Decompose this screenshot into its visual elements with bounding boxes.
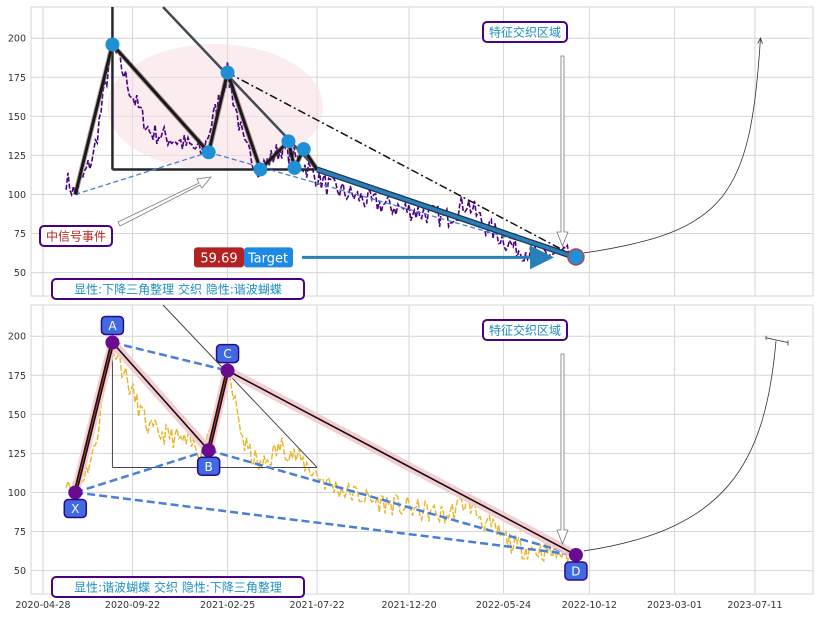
- butterfly-leg-accent: [74, 342, 113, 493]
- x-tick-label: 2022-05-24: [476, 600, 531, 611]
- event-annotation-text: 中信号事件: [46, 229, 106, 244]
- zone-down-arrow-bottom: [556, 353, 569, 546]
- zone-annotation: 特征交织区域: [482, 21, 568, 43]
- point-label-text: D: [571, 564, 580, 578]
- projection-bracket: [765, 335, 789, 346]
- point-d-label: D: [564, 561, 588, 581]
- x-tick-label: 2023-07-11: [727, 600, 782, 611]
- butterfly-leg: [111, 341, 210, 451]
- event-annotation-box: [39, 225, 113, 247]
- point-label-box: [215, 343, 240, 364]
- pattern-node: [105, 37, 120, 52]
- zone-annotation-bottom-text: 特征交织区域: [489, 323, 561, 338]
- trend-arrow-line: [316, 167, 571, 258]
- zone-annotation-bottom: 特征交织区域: [482, 319, 568, 341]
- top-y-tick-label: 125: [8, 151, 26, 162]
- summary-annotation-text: 显性:下降三角整理 交织 隐性:谐波蝴蝶: [74, 282, 282, 297]
- point-label-box: [63, 498, 88, 519]
- pattern-node: [201, 145, 216, 160]
- butterfly-leg: [227, 369, 577, 556]
- point-b-label: B: [196, 456, 221, 477]
- summary-annotation-box: [51, 278, 305, 300]
- point-label-box: [564, 561, 588, 581]
- zone-annotation-box: [482, 21, 568, 43]
- pattern-node: [296, 142, 311, 157]
- top-y-tick-label: 50: [14, 268, 26, 279]
- summary-annotation-bottom: 显性:谐波蝴蝶 交织 隐性:下降三角整理: [51, 576, 305, 598]
- bottom-y-tick-label: 150: [8, 410, 26, 421]
- event-arrow: [117, 176, 212, 227]
- top-y-tick-label: 175: [8, 73, 26, 84]
- pattern-node: [567, 248, 585, 266]
- pattern-node: [253, 162, 268, 177]
- bottom-plot-frame: [30, 304, 814, 595]
- top-y-tick-label: 200: [8, 34, 26, 45]
- pattern-node: [281, 134, 296, 149]
- summary-annotation-bottom-box: [51, 576, 305, 598]
- x-tick-label: 2020-09-22: [105, 600, 160, 611]
- triangle-upper-line-bottom: [162, 304, 318, 468]
- x-tick-label: 2023-03-01: [647, 600, 702, 611]
- target-name-box: [244, 247, 293, 268]
- butterfly-leg-accent: [208, 370, 229, 451]
- x-tick-label: 2022-10-12: [562, 600, 617, 611]
- dashed-trend-line: [75, 151, 209, 196]
- zone-down-arrow: [556, 55, 569, 248]
- butterfly-dashed-leg: [75, 491, 577, 557]
- target-value-box: [194, 247, 244, 268]
- dashdot-trend-line: [227, 71, 577, 258]
- pattern-node: [220, 65, 235, 80]
- target-value: 59.69: [200, 251, 237, 266]
- target-label: 59.69 Target: [194, 247, 293, 268]
- x-tick-label: 2021-02-25: [200, 600, 255, 611]
- target-name: Target: [247, 251, 288, 266]
- x-tick-label: 2021-12-20: [381, 600, 436, 611]
- point-c-label: C: [215, 343, 240, 364]
- bottom-y-tick-label: 50: [14, 566, 26, 577]
- bottom-y-tick-label: 125: [8, 449, 26, 460]
- bottom-y-tick-label: 75: [14, 527, 26, 538]
- point-label-box: [100, 315, 125, 336]
- point-label-text: B: [205, 460, 213, 474]
- x-tick-label: 2020-04-28: [15, 600, 70, 611]
- top-panel: 50 75 100 125 150 175 200 59.69 Target 特征交织区域中信号事…: [8, 6, 814, 300]
- bottom-y-tick-label: 100: [8, 488, 26, 499]
- point-label-box: [196, 456, 221, 477]
- projection-curve: [583, 38, 761, 254]
- butterfly-dashed-leg: [112, 341, 228, 372]
- event-annotation: 中信号事件: [39, 225, 113, 247]
- point-c-marker: [220, 363, 235, 378]
- point-a-marker: [105, 335, 120, 350]
- summary-annotation: 显性:下降三角整理 交织 隐性:谐波蝴蝶: [51, 278, 305, 300]
- x-tick-label: 2021-07-22: [289, 600, 344, 611]
- top-y-tick-label: 100: [8, 190, 26, 201]
- point-label-text: A: [108, 319, 117, 333]
- top-y-tick-label: 150: [8, 112, 26, 123]
- point-label-text: X: [71, 502, 79, 516]
- bottom-y-tick-label: 175: [8, 371, 26, 382]
- top-y-tick-label: 75: [14, 229, 26, 240]
- point-a-label: A: [100, 315, 125, 336]
- point-x-marker: [68, 485, 83, 500]
- summary-annotation-bottom-text: 显性:谐波蝴蝶 交织 隐性:下降三角整理: [74, 580, 282, 595]
- bottom-panel: 50 75 100 125 150 175 200 2020-04-28 2020-09-22 2…: [8, 304, 814, 611]
- point-label-text: C: [223, 347, 231, 361]
- butterfly-dashed-leg: [208, 449, 577, 557]
- point-d-marker: [568, 547, 583, 562]
- bottom-y-tick-label: 200: [8, 332, 26, 343]
- point-b-marker: [201, 443, 216, 458]
- pattern-node: [287, 160, 302, 175]
- point-x-label: X: [63, 498, 88, 519]
- zone-annotation-bottom-box: [482, 319, 568, 341]
- projection-curve-bottom: [583, 340, 777, 552]
- zone-annotation-text: 特征交织区域: [489, 25, 561, 40]
